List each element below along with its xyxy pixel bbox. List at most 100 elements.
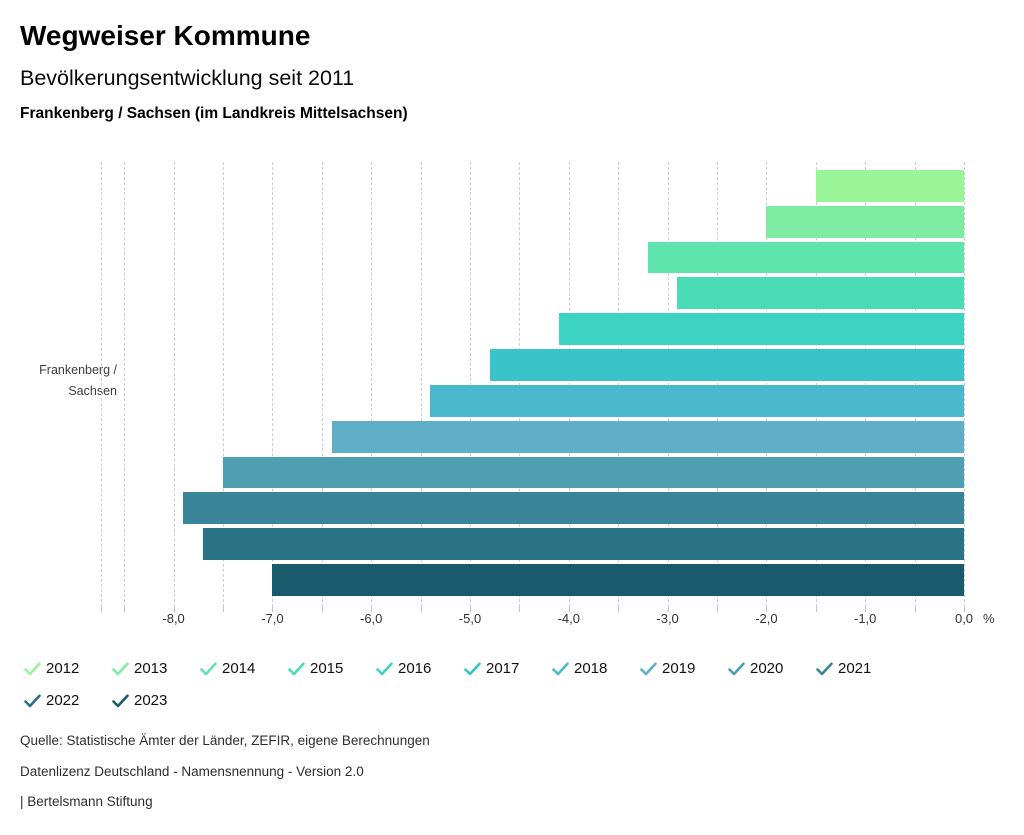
legend-item-2017[interactable]: 2017 bbox=[464, 660, 552, 677]
category-label-line2: Sachsen bbox=[68, 384, 117, 398]
x-axis-label: 0,0 bbox=[954, 611, 974, 626]
gridline bbox=[568, 162, 570, 607]
axis-tick bbox=[914, 607, 916, 612]
x-axis-label: -5,0 bbox=[458, 611, 482, 626]
axis-tick bbox=[223, 607, 224, 612]
legend-year-label: 2019 bbox=[662, 660, 696, 677]
legend-year-label: 2018 bbox=[574, 660, 608, 677]
bar-2018[interactable] bbox=[430, 384, 964, 417]
check-icon bbox=[464, 662, 481, 675]
legend-year-label: 2022 bbox=[46, 692, 80, 709]
legend-year-label: 2021 bbox=[838, 660, 872, 677]
chart-location-subtitle: Frankenberg / Sachsen (im Landkreis Mitt… bbox=[20, 105, 408, 122]
legend-item-2016[interactable]: 2016 bbox=[376, 660, 464, 677]
legend-item-2014[interactable]: 2014 bbox=[200, 660, 288, 677]
x-axis-label: -8,0 bbox=[162, 611, 185, 626]
legend-item-2023[interactable]: 2023 bbox=[112, 692, 200, 709]
x-axis-label: -4,0 bbox=[557, 611, 580, 626]
bar-2015[interactable] bbox=[677, 277, 964, 310]
check-icon bbox=[552, 662, 569, 675]
gridline bbox=[717, 162, 718, 607]
gridline bbox=[815, 162, 817, 607]
axis-tick bbox=[272, 607, 274, 612]
gridline bbox=[272, 162, 274, 607]
bar-2020[interactable] bbox=[223, 456, 964, 489]
legend-year-label: 2017 bbox=[486, 660, 520, 677]
check-icon bbox=[640, 662, 657, 675]
bar-2013[interactable] bbox=[766, 205, 964, 238]
legend-year-label: 2020 bbox=[750, 660, 784, 677]
check-icon bbox=[816, 662, 833, 675]
axis-tick bbox=[101, 607, 103, 612]
axis-tick bbox=[667, 607, 669, 612]
y-axis-category-label: Frankenberg / Sachsen bbox=[0, 360, 117, 402]
bar-2012[interactable] bbox=[815, 170, 964, 202]
gridline bbox=[914, 162, 916, 607]
axis-tick bbox=[618, 607, 620, 612]
bar-2019[interactable] bbox=[331, 420, 964, 453]
legend-year-label: 2023 bbox=[134, 692, 168, 709]
gridline bbox=[964, 162, 965, 607]
gridline bbox=[667, 162, 669, 607]
legend-year-label: 2015 bbox=[310, 660, 344, 677]
gridline bbox=[618, 162, 620, 607]
axis-tick bbox=[519, 607, 521, 612]
axis-tick bbox=[815, 607, 817, 612]
legend-item-2019[interactable]: 2019 bbox=[640, 660, 728, 677]
check-icon bbox=[728, 662, 745, 675]
x-axis-label: -1,0 bbox=[853, 611, 877, 626]
app-title: Wegweiser Kommune bbox=[20, 20, 311, 51]
legend-item-2013[interactable]: 2013 bbox=[112, 660, 200, 677]
gridline bbox=[371, 162, 373, 607]
bar-2017[interactable] bbox=[489, 349, 964, 381]
axis-tick bbox=[865, 607, 867, 612]
axis-tick bbox=[470, 607, 471, 612]
check-icon bbox=[112, 694, 129, 707]
axis-tick bbox=[717, 607, 718, 612]
gridline bbox=[470, 162, 471, 607]
gridline bbox=[321, 162, 323, 607]
gridline bbox=[223, 162, 224, 607]
gridline bbox=[865, 162, 867, 607]
x-axis-label: -6,0 bbox=[359, 611, 383, 626]
x-axis-label: -3,0 bbox=[656, 611, 679, 626]
gridline bbox=[124, 162, 126, 607]
legend-item-2015[interactable]: 2015 bbox=[288, 660, 376, 677]
legend-item-2020[interactable]: 2020 bbox=[728, 660, 816, 677]
check-icon bbox=[200, 662, 217, 675]
gridline bbox=[101, 162, 103, 607]
gridline bbox=[519, 162, 521, 607]
legend-year-label: 2012 bbox=[46, 660, 80, 677]
bar-2021[interactable] bbox=[183, 492, 964, 525]
axis-tick bbox=[173, 607, 175, 612]
check-icon bbox=[24, 694, 41, 707]
x-axis-unit-label: % bbox=[983, 611, 995, 626]
bar-2023[interactable] bbox=[272, 564, 964, 596]
axis-tick bbox=[124, 607, 126, 612]
axis-tick bbox=[964, 607, 965, 612]
legend-year-label: 2016 bbox=[398, 660, 432, 677]
check-icon bbox=[24, 662, 41, 675]
gridline bbox=[420, 162, 422, 607]
legend-item-2018[interactable]: 2018 bbox=[552, 660, 640, 677]
x-axis-label: -2,0 bbox=[755, 611, 778, 626]
category-label-line1: Frankenberg / bbox=[39, 363, 117, 377]
gridline bbox=[766, 162, 768, 607]
bar-2014[interactable] bbox=[647, 241, 964, 274]
axis-tick bbox=[568, 607, 570, 612]
legend-item-2012[interactable]: 2012 bbox=[24, 660, 112, 677]
bar-2022[interactable] bbox=[203, 528, 964, 561]
legend-item-2021[interactable]: 2021 bbox=[816, 660, 904, 677]
check-icon bbox=[376, 662, 393, 675]
check-icon bbox=[112, 662, 129, 675]
legend-item-2022[interactable]: 2022 bbox=[24, 692, 112, 709]
bar-2016[interactable] bbox=[558, 313, 964, 346]
axis-tick bbox=[420, 607, 422, 612]
footer-license: Datenlizenz Deutschland - Namensnennung … bbox=[20, 764, 364, 779]
axis-tick bbox=[321, 607, 323, 612]
chart-title: Bevölkerungsentwicklung seit 2011 bbox=[20, 66, 355, 90]
axis-tick bbox=[371, 607, 373, 612]
footer-attribution: | Bertelsmann Stiftung bbox=[20, 794, 153, 809]
